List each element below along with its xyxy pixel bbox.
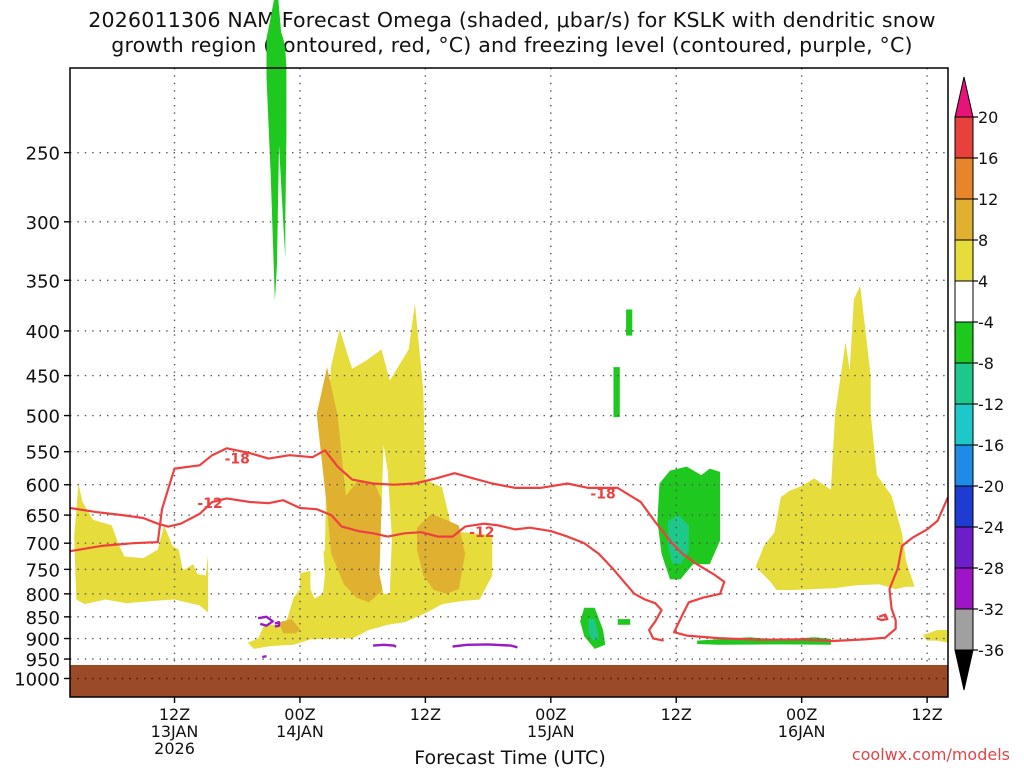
omega-region-negative-1 [626, 309, 633, 336]
y-tick-label: 750 [26, 560, 60, 581]
y-tick-label: 900 [26, 630, 60, 651]
omega-region-positive-8 [379, 444, 392, 594]
y-tick-label: 650 [26, 506, 60, 527]
omega-region-negative-0 [266, 0, 287, 302]
x-tick-label: 00Z [786, 705, 817, 724]
y-tick-label: 400 [26, 322, 60, 343]
dendritic-contour-2 [876, 613, 889, 622]
contour-label: -12 [197, 496, 222, 512]
colorbar-swatch [954, 280, 974, 323]
plot-frame [69, 67, 949, 698]
omega-region-negative-4 [667, 515, 689, 565]
colorbar-top-arrow [954, 76, 974, 118]
colorbar-bottom-arrow [954, 649, 974, 691]
colorbar-label: 12 [978, 190, 998, 209]
y-tick-label: 450 [26, 367, 60, 388]
colorbar-swatch [954, 567, 974, 610]
y-tick-label: 850 [26, 608, 60, 629]
colorbar-swatch [954, 321, 974, 364]
y-tick-label: 300 [26, 213, 60, 234]
colorbar-label: 4 [978, 272, 988, 291]
colorbar-swatch [954, 403, 974, 446]
terrain-block [70, 664, 948, 697]
chart-title-line2: growth region (contoured, red, °C) and f… [111, 33, 913, 57]
colorbar-label: 8 [978, 231, 988, 250]
omega-region-positive-2 [755, 285, 915, 590]
colorbar-label: -36 [978, 641, 1004, 660]
x-tick-label: 16JAN [778, 722, 826, 741]
freezing-contour-1 [274, 621, 281, 628]
x-tick-label: 12Z [410, 705, 441, 724]
colorbar-label: -16 [978, 436, 1004, 455]
colorbar-swatch [954, 157, 974, 200]
freezing-contour-4 [262, 655, 267, 659]
y-tick-label: 500 [26, 407, 60, 428]
freezing-contour-0 [257, 615, 274, 627]
contour-label: -18 [225, 452, 250, 468]
x-tick-label: 00Z [284, 705, 315, 724]
colorbar-label: -28 [978, 559, 1004, 578]
colorbar-swatch [954, 485, 974, 528]
dendritic-contour-1 [69, 497, 664, 642]
x-tick-label: 2026 [154, 739, 195, 758]
omega-region-positive-0 [74, 483, 208, 613]
colorbar: 20 16 12 8 4 -4 -8 -12 -16 -20 -24 -28 -32 -36 [954, 76, 1004, 691]
contour-label-extra: -18 [590, 486, 615, 502]
omega-region-positive-3 [922, 630, 948, 643]
x-tick-label: 00Z [535, 705, 566, 724]
colorbar-label: 20 [978, 108, 998, 127]
x-axis-label: Forecast Time (UTC) [414, 747, 605, 768]
freezing-contour-3 [452, 643, 518, 649]
colorbar-swatch [954, 116, 974, 159]
colorbar-swatch [954, 198, 974, 241]
y-tick-label: 600 [26, 476, 60, 497]
omega-region-positive-6 [279, 619, 300, 634]
colorbar-swatch [954, 526, 974, 569]
colorbar-label: -24 [978, 518, 1004, 537]
colorbar-label: -4 [978, 313, 994, 332]
colorbar-swatch [954, 362, 974, 405]
colorbar-label: 16 [978, 149, 998, 168]
colorbar-swatch [954, 444, 974, 487]
colorbar-label: -8 [978, 354, 994, 373]
omega-region-positive-7 [310, 444, 325, 599]
freezing-contour-2 [373, 643, 397, 648]
dendritic-contour-0 [69, 447, 950, 643]
x-tick-label: 15JAN [527, 722, 575, 741]
y-tick-label: 250 [26, 144, 60, 165]
omega-region-positive-4 [316, 367, 386, 603]
colorbar-label: -20 [978, 477, 1004, 496]
contour-label-extra: -12 [469, 525, 494, 541]
omega-shading-layer [74, 0, 948, 649]
y-tick-label: 700 [26, 534, 60, 555]
omega-region-negative-7 [617, 619, 631, 625]
chart-title-line1: 2026011306 NAM Forecast Omega (shaded, μ… [88, 8, 936, 32]
gridlines [70, 68, 948, 697]
x-tick-label: 12Z [911, 705, 942, 724]
omega-region-negative-2 [613, 367, 620, 418]
colorbar-label: -32 [978, 600, 1004, 619]
y-tick-label: 1000 [14, 669, 60, 690]
x-tick-label: 12Z [159, 705, 190, 724]
y-axis: 2503003504004505005506006507007508008509… [14, 144, 70, 690]
y-tick-label: 550 [26, 443, 60, 464]
omega-region-negative-3 [657, 466, 721, 580]
omega-region-negative-6 [588, 619, 599, 641]
x-tick-label: 12Z [661, 705, 692, 724]
x-tick-label: 13JAN [151, 722, 199, 741]
y-tick-label: 800 [26, 585, 60, 606]
colorbar-swatch [954, 239, 974, 282]
credit-text: coolwx.com/models [851, 745, 1010, 764]
x-tick-label: 14JAN [276, 722, 324, 741]
colorbar-swatch [954, 608, 974, 651]
colorbar-label: -12 [978, 395, 1004, 414]
y-tick-label: 950 [26, 650, 60, 671]
contour-layer: -18 -12 -18 -12 [69, 447, 950, 659]
y-tick-label: 350 [26, 271, 60, 292]
